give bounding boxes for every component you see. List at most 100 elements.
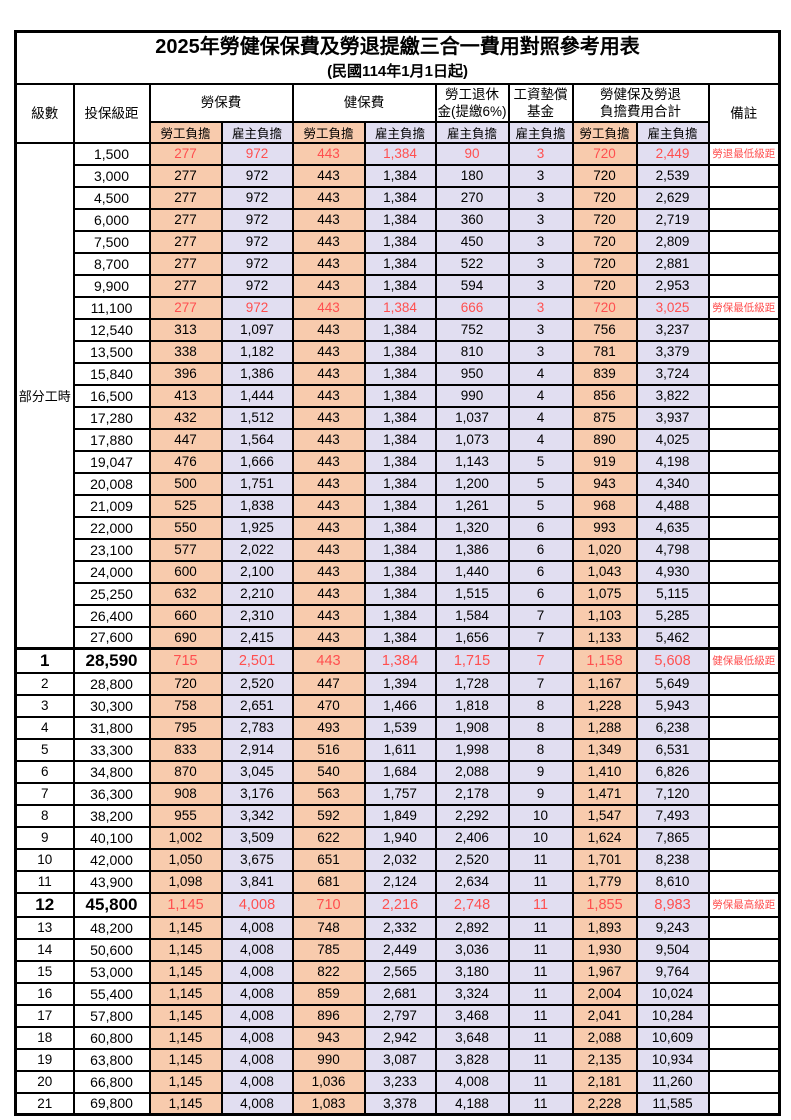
level-cell: 2 [14, 671, 75, 696]
value-cell: 1,893 [571, 915, 638, 940]
value-cell: 720 [571, 273, 638, 298]
value-cell: 6 [507, 515, 574, 540]
value-cell: 2,565 [363, 959, 437, 984]
value-cell: 6 [507, 537, 574, 562]
remark-cell [707, 1069, 781, 1094]
value-cell: 2,332 [363, 915, 437, 940]
table-row: 22,000 550 1,925 443 1,384 1,320 6 993 4,635 [16, 515, 781, 540]
table-row: 10 42,000 1,050 3,675 651 2,032 2,520 11 1,701 8,… [14, 847, 781, 872]
table-row: 19 63,800 1,145 4,008 990 3,087 3,828 11 2,135 10… [14, 1047, 781, 1072]
value-cell: 10,284 [635, 1003, 710, 1028]
table-row: 7,500 277 972 443 1,384 450 3 720 2,809 [16, 229, 781, 254]
table-row: 27,600 690 2,415 443 1,384 1,656 7 1,133 5,462 [16, 625, 781, 650]
remark-cell: 勞保最低級距 [707, 295, 781, 320]
value-cell: 277 [148, 185, 223, 210]
value-cell: 277 [148, 229, 223, 254]
value-cell: 943 [291, 1025, 366, 1050]
value-cell: 1,037 [434, 405, 510, 430]
value-cell: 5,608 [635, 647, 710, 674]
value-cell: 1,656 [434, 625, 510, 650]
value-cell: 720 [571, 185, 638, 210]
value-cell: 4,798 [635, 537, 710, 562]
bracket-cell: 36,300 [72, 781, 151, 806]
value-cell: 7 [507, 671, 574, 696]
value-cell: 2,892 [434, 915, 510, 940]
level-cell: 1 [14, 647, 75, 674]
value-cell: 972 [220, 141, 294, 166]
value-cell: 632 [148, 581, 223, 606]
remark-cell [707, 405, 781, 430]
bracket-cell: 40,100 [72, 825, 151, 850]
subheader-fund-employer: 雇主負擔 [507, 120, 574, 144]
value-cell: 7 [507, 603, 574, 628]
value-cell: 2,914 [220, 737, 294, 762]
value-cell: 1,444 [220, 383, 294, 408]
header-bracket: 投保級距 [72, 82, 151, 144]
value-cell: 1,145 [148, 1025, 223, 1050]
value-cell: 2,178 [434, 781, 510, 806]
value-cell: 1,261 [434, 493, 510, 518]
value-cell: 1,384 [363, 471, 437, 496]
value-cell: 443 [291, 405, 366, 430]
value-cell: 3 [507, 163, 574, 188]
table-row: 17 57,800 1,145 4,008 896 2,797 3,468 11 2,041 10… [14, 1003, 781, 1028]
value-cell: 1,036 [291, 1069, 366, 1094]
value-cell: 1,097 [220, 317, 294, 342]
value-cell: 443 [291, 383, 366, 408]
value-cell: 3,937 [635, 405, 710, 430]
remark-cell [707, 1047, 781, 1072]
remark-cell [707, 759, 781, 784]
table-row: 25,250 632 2,210 443 1,384 1,515 6 1,075 5,115 [16, 581, 781, 606]
value-cell: 1,073 [434, 427, 510, 452]
value-cell: 2,651 [220, 693, 294, 718]
value-cell: 3,828 [434, 1047, 510, 1072]
bracket-cell: 43,900 [72, 869, 151, 894]
value-cell: 1,384 [363, 383, 437, 408]
bracket-cell: 28,800 [72, 671, 151, 696]
header-labor-insurance: 勞保費 [148, 82, 294, 123]
remark-cell [707, 471, 781, 496]
value-cell: 4,008 [220, 937, 294, 962]
value-cell: 1,228 [571, 693, 638, 718]
value-cell: 277 [148, 273, 223, 298]
value-cell: 1,779 [571, 869, 638, 894]
value-cell: 10,934 [635, 1047, 710, 1072]
table-row: 26,400 660 2,310 443 1,384 1,584 7 1,103 5,285 [16, 603, 781, 628]
value-cell: 594 [434, 273, 510, 298]
value-cell: 1,384 [363, 273, 437, 298]
value-cell: 8,610 [635, 869, 710, 894]
value-cell: 3 [507, 317, 574, 342]
value-cell: 720 [571, 141, 638, 166]
header-pension: 勞工退休 金(提繳6%) [434, 82, 510, 123]
value-cell: 1,384 [363, 405, 437, 430]
value-cell: 839 [571, 361, 638, 386]
remark-cell [707, 625, 781, 650]
value-cell: 1,384 [363, 251, 437, 276]
value-cell: 4 [507, 383, 574, 408]
value-cell: 2,228 [571, 1091, 638, 1116]
value-cell: 450 [434, 229, 510, 254]
level-cell: 16 [14, 981, 75, 1006]
value-cell: 4,008 [220, 981, 294, 1006]
value-cell: 5,462 [635, 625, 710, 650]
value-cell: 443 [291, 581, 366, 606]
value-cell: 2,041 [571, 1003, 638, 1028]
value-cell: 360 [434, 207, 510, 232]
table-row: 13 48,200 1,145 4,008 748 2,332 2,892 11 1,893 9,… [14, 915, 781, 940]
value-cell: 443 [291, 449, 366, 474]
value-cell: 447 [291, 671, 366, 696]
value-cell: 7 [507, 625, 574, 650]
value-cell: 1,103 [571, 603, 638, 628]
bracket-cell: 21,009 [72, 493, 151, 518]
value-cell: 11 [507, 1003, 574, 1028]
value-cell: 4,008 [220, 1003, 294, 1028]
value-cell: 277 [148, 251, 223, 276]
value-cell: 2,292 [434, 803, 510, 828]
value-cell: 1,384 [363, 163, 437, 188]
value-cell: 908 [148, 781, 223, 806]
value-cell: 577 [148, 537, 223, 562]
value-cell: 1,043 [571, 559, 638, 584]
value-cell: 1,564 [220, 427, 294, 452]
header-total: 勞健保及勞退 負擔費用合計 [571, 82, 710, 123]
value-cell: 3,675 [220, 847, 294, 872]
